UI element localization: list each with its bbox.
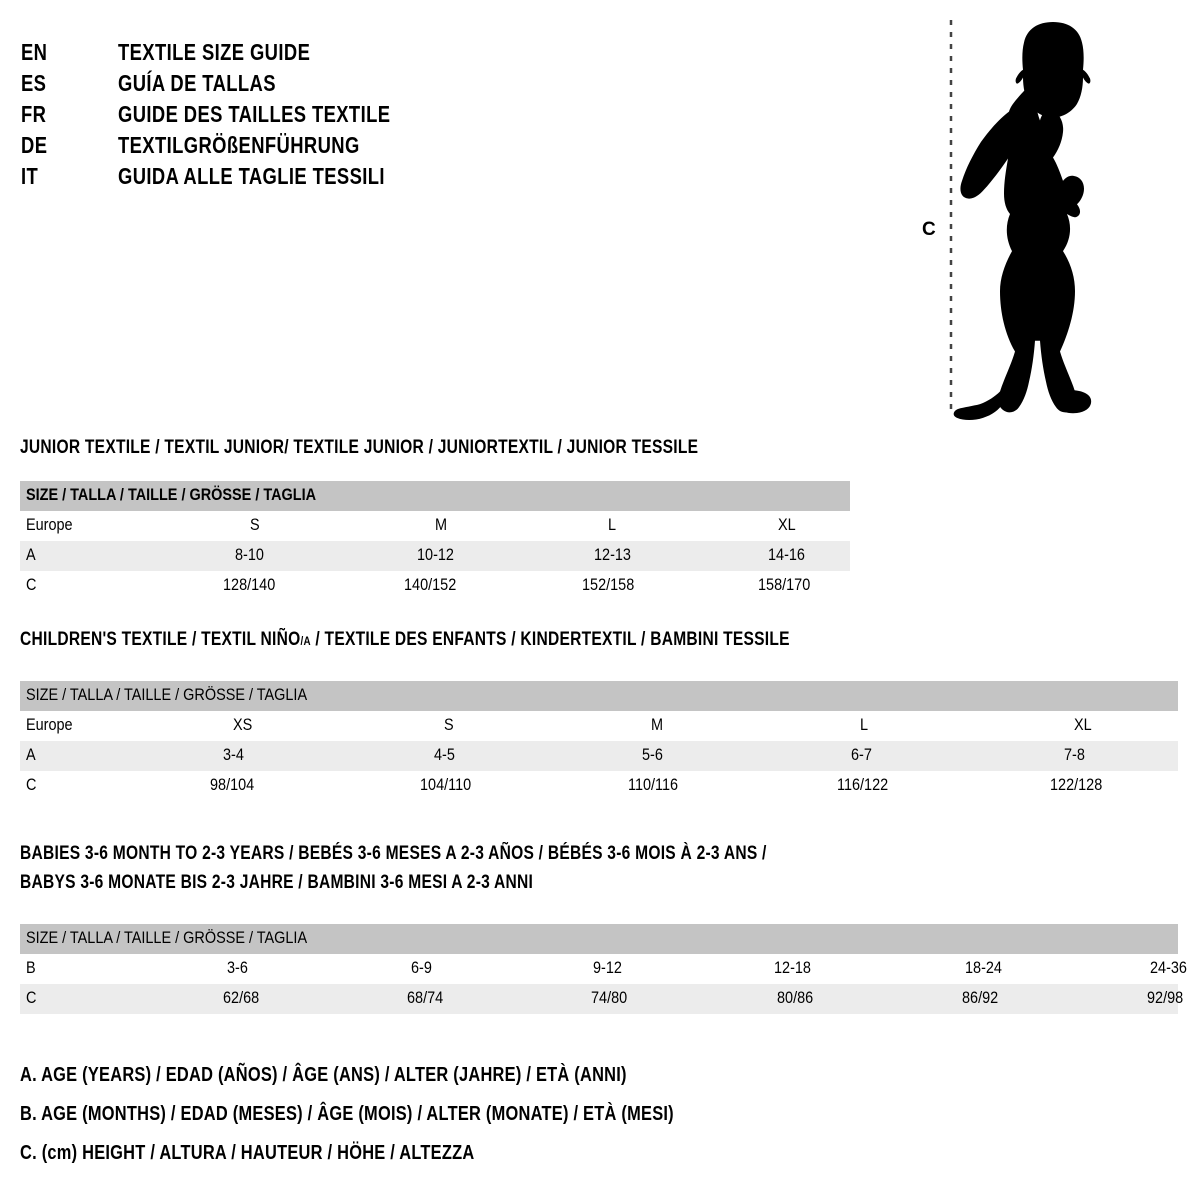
svg-text:C: C (922, 219, 936, 240)
